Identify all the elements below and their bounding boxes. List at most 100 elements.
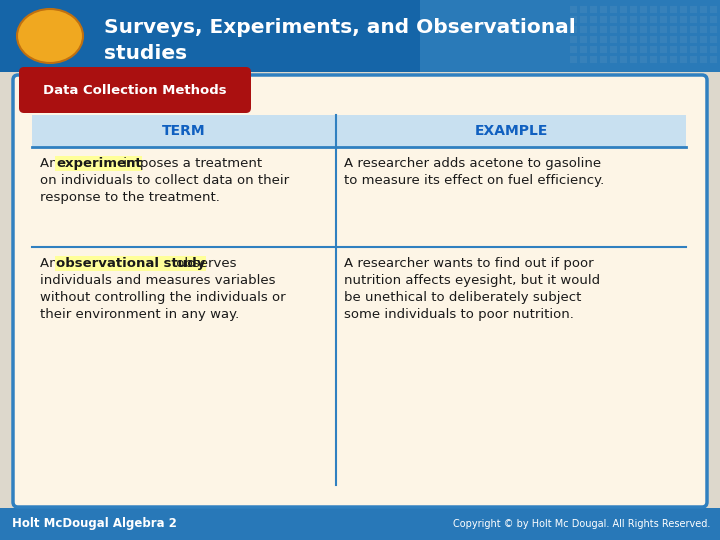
- FancyBboxPatch shape: [19, 67, 251, 113]
- Bar: [580, 6, 587, 13]
- Bar: [690, 36, 697, 43]
- Bar: [590, 16, 597, 23]
- Text: experiment: experiment: [56, 157, 142, 170]
- Bar: [660, 16, 667, 23]
- Bar: [0, 0, 720, 72]
- Bar: [710, 16, 717, 23]
- Text: EXAMPLE: EXAMPLE: [474, 124, 548, 138]
- Text: to measure its effect on fuel efficiency.: to measure its effect on fuel efficiency…: [344, 174, 604, 187]
- Bar: [580, 26, 587, 33]
- Bar: [580, 56, 587, 63]
- Bar: [630, 26, 637, 33]
- Bar: [610, 16, 617, 23]
- Bar: [680, 26, 687, 33]
- Bar: [670, 56, 677, 63]
- Bar: [690, 16, 697, 23]
- Text: An: An: [40, 157, 62, 170]
- Bar: [650, 16, 657, 23]
- Bar: [590, 26, 597, 33]
- Text: Holt McDougal Algebra 2: Holt McDougal Algebra 2: [12, 517, 177, 530]
- Bar: [660, 46, 667, 53]
- Text: individuals and measures variables: individuals and measures variables: [40, 274, 276, 287]
- Bar: [620, 26, 627, 33]
- Bar: [600, 16, 607, 23]
- Bar: [650, 26, 657, 33]
- Bar: [570, 6, 577, 13]
- Bar: [640, 56, 647, 63]
- Bar: [640, 36, 647, 43]
- Bar: [610, 6, 617, 13]
- Text: Surveys, Experiments, and Observational: Surveys, Experiments, and Observational: [104, 18, 576, 37]
- Bar: [700, 6, 707, 13]
- Bar: [650, 6, 657, 13]
- Bar: [420, 0, 720, 72]
- Text: An: An: [40, 257, 62, 270]
- Bar: [640, 16, 647, 23]
- Bar: [680, 46, 687, 53]
- Bar: [660, 36, 667, 43]
- Bar: [620, 46, 627, 53]
- Bar: [680, 6, 687, 13]
- Bar: [590, 6, 597, 13]
- Text: be unethical to deliberately subject: be unethical to deliberately subject: [344, 291, 582, 304]
- Bar: [650, 56, 657, 63]
- Bar: [640, 26, 647, 33]
- Bar: [610, 46, 617, 53]
- Text: A researcher wants to find out if poor: A researcher wants to find out if poor: [344, 257, 594, 270]
- Bar: [32, 115, 686, 147]
- Bar: [600, 6, 607, 13]
- Bar: [670, 6, 677, 13]
- Bar: [570, 16, 577, 23]
- Bar: [610, 26, 617, 33]
- Bar: [670, 16, 677, 23]
- Text: TERM: TERM: [162, 124, 206, 138]
- Bar: [630, 36, 637, 43]
- Bar: [600, 36, 607, 43]
- Bar: [640, 46, 647, 53]
- Bar: [710, 56, 717, 63]
- Bar: [580, 36, 587, 43]
- Bar: [0, 508, 720, 540]
- FancyBboxPatch shape: [13, 75, 707, 507]
- Bar: [620, 36, 627, 43]
- Text: observational study: observational study: [56, 257, 205, 270]
- Bar: [590, 36, 597, 43]
- Bar: [630, 56, 637, 63]
- Bar: [700, 16, 707, 23]
- Bar: [660, 26, 667, 33]
- Bar: [620, 56, 627, 63]
- Bar: [580, 46, 587, 53]
- Bar: [690, 56, 697, 63]
- Text: nutrition affects eyesight, but it would: nutrition affects eyesight, but it would: [344, 274, 600, 287]
- Bar: [670, 36, 677, 43]
- Bar: [590, 46, 597, 53]
- Bar: [690, 26, 697, 33]
- Bar: [680, 56, 687, 63]
- Bar: [700, 36, 707, 43]
- Bar: [600, 26, 607, 33]
- Bar: [570, 36, 577, 43]
- Bar: [610, 56, 617, 63]
- Bar: [700, 46, 707, 53]
- Bar: [650, 46, 657, 53]
- Bar: [570, 56, 577, 63]
- Bar: [710, 26, 717, 33]
- Text: imposes a treatment: imposes a treatment: [119, 157, 262, 170]
- Text: Data Collection Methods: Data Collection Methods: [43, 84, 227, 97]
- Text: some individuals to poor nutrition.: some individuals to poor nutrition.: [344, 308, 574, 321]
- Bar: [620, 16, 627, 23]
- Bar: [640, 6, 647, 13]
- Bar: [600, 56, 607, 63]
- Bar: [700, 26, 707, 33]
- Text: observes: observes: [172, 257, 236, 270]
- Bar: [620, 6, 627, 13]
- Bar: [580, 16, 587, 23]
- Bar: [700, 56, 707, 63]
- Bar: [680, 36, 687, 43]
- Text: on individuals to collect data on their: on individuals to collect data on their: [40, 174, 289, 187]
- Text: response to the treatment.: response to the treatment.: [40, 191, 220, 204]
- Bar: [590, 56, 597, 63]
- Ellipse shape: [17, 9, 83, 63]
- Bar: [630, 16, 637, 23]
- Bar: [710, 36, 717, 43]
